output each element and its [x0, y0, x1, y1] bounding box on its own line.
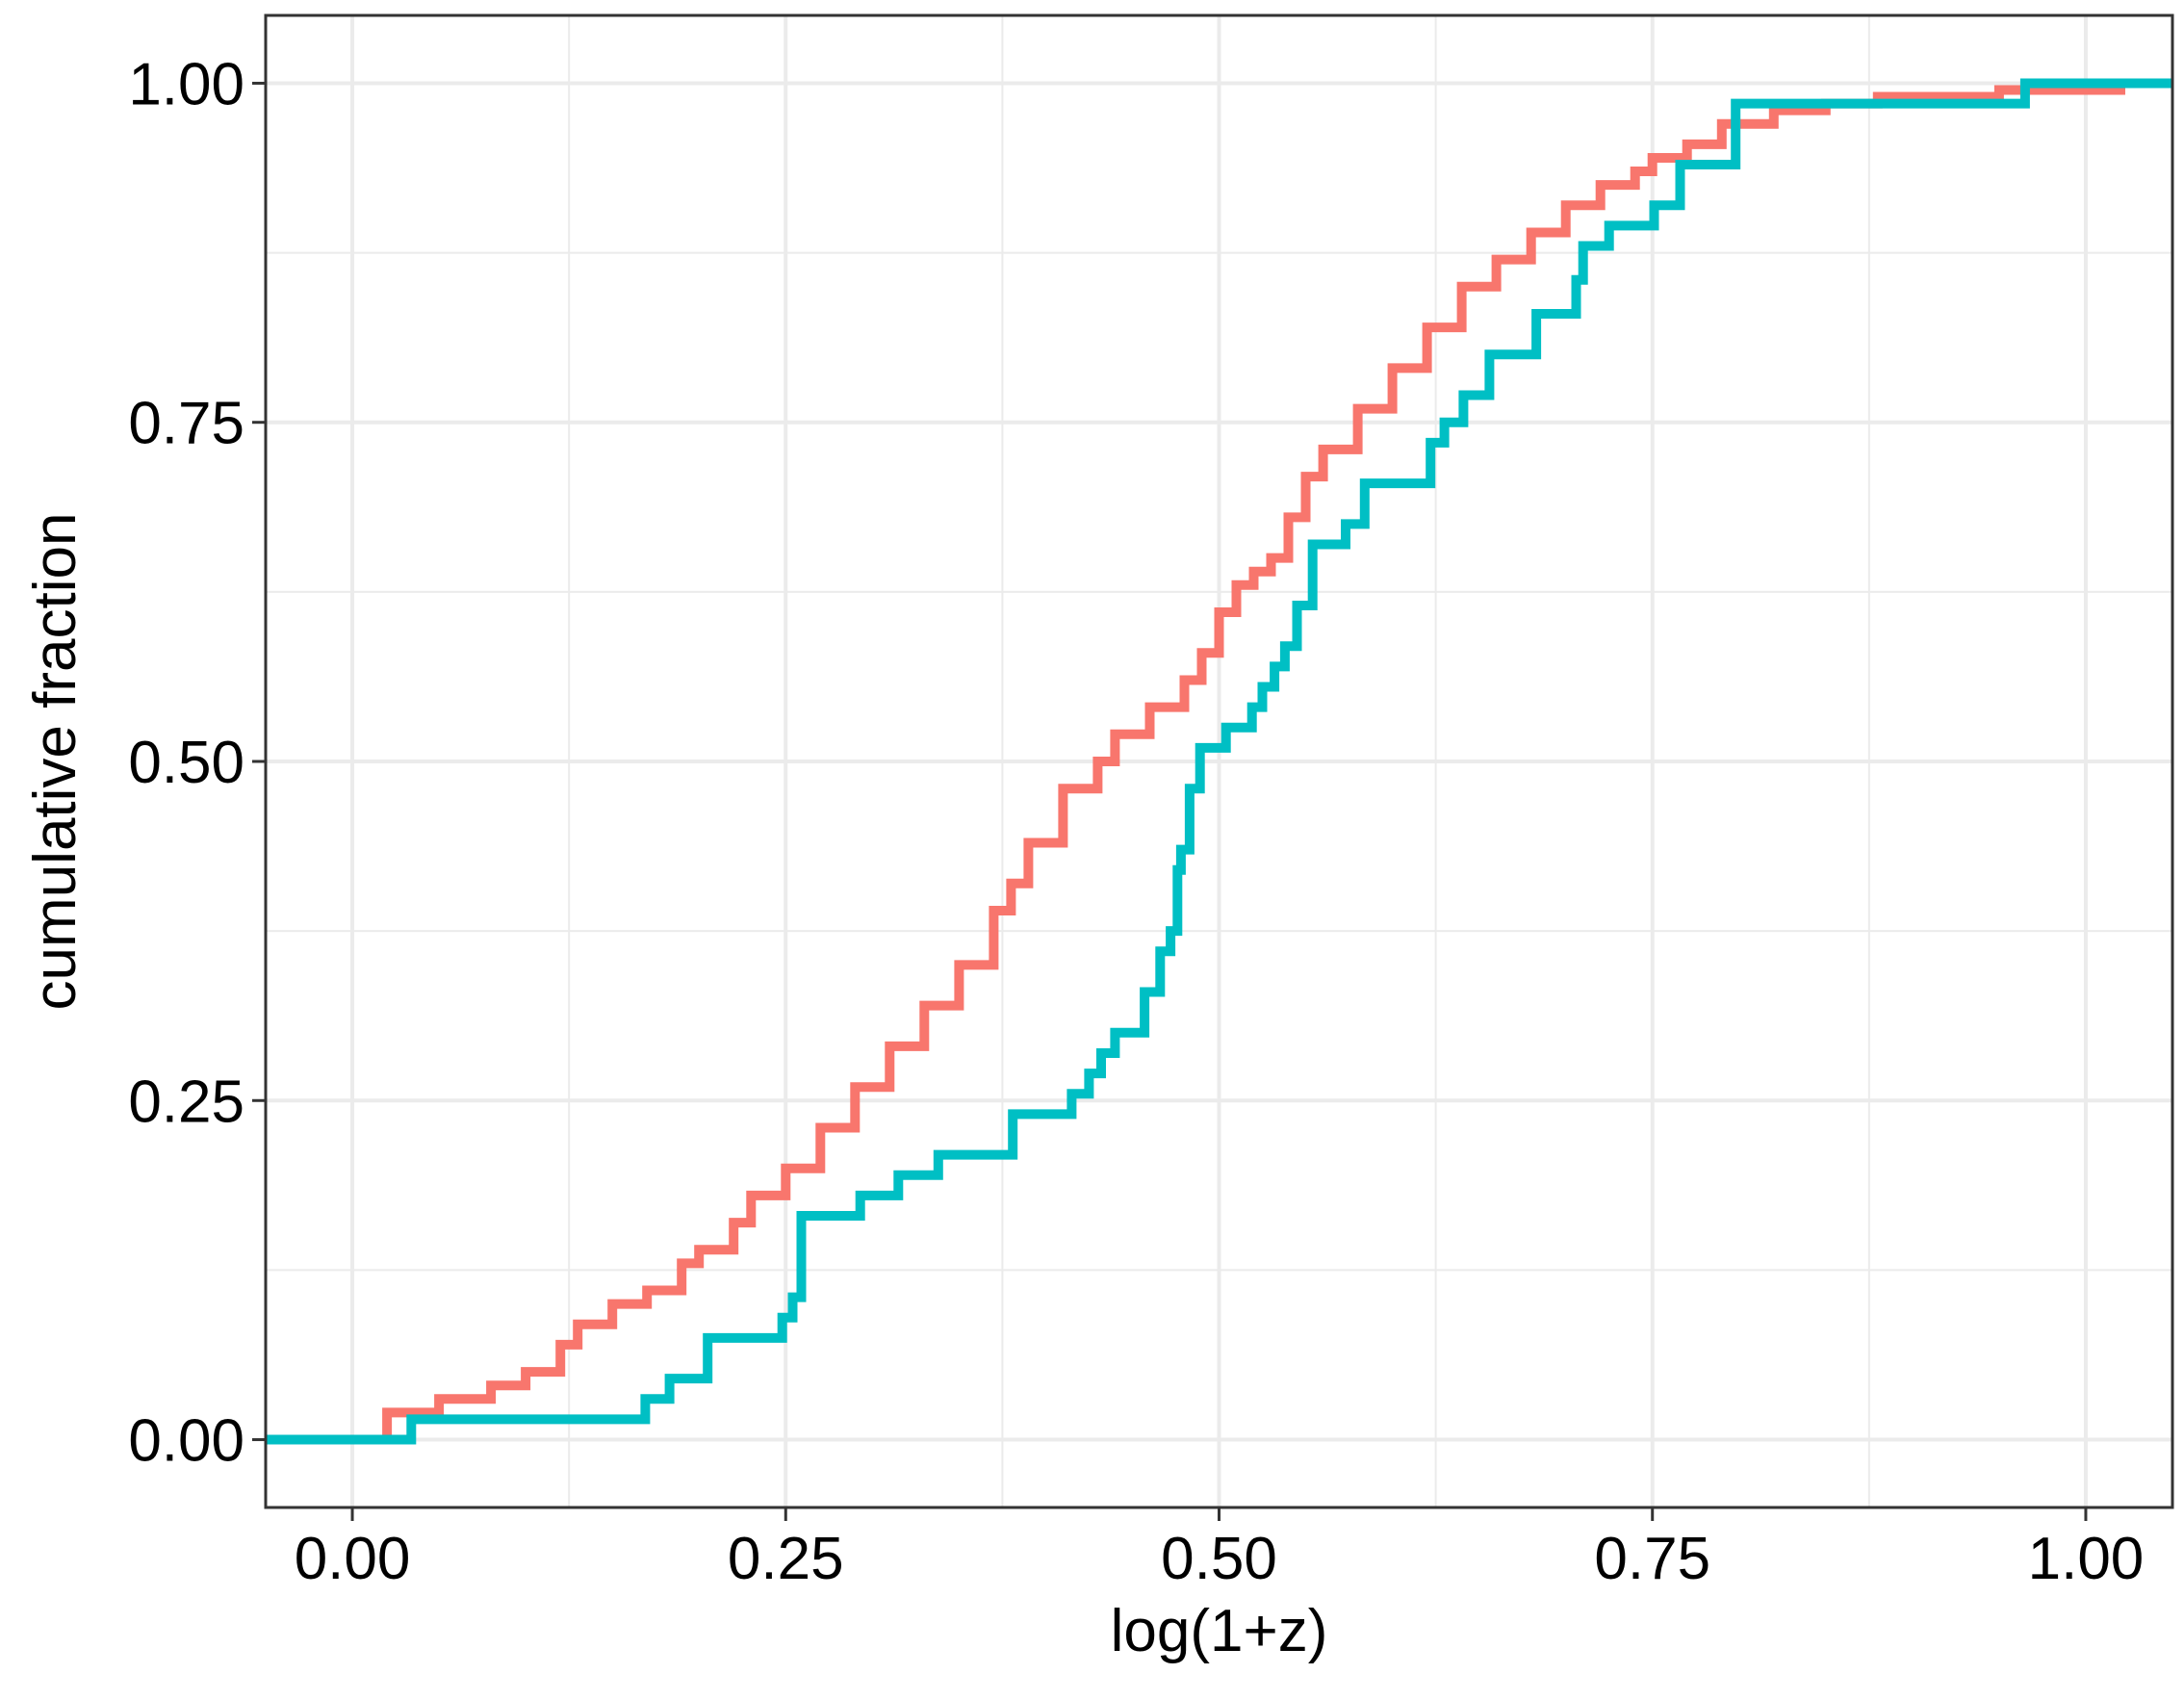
x-tick-label: 0.50 [1161, 1526, 1277, 1592]
series-line-1 [352, 83, 2125, 1445]
grid-lines [266, 15, 2172, 1507]
y-tick-label: 0.00 [128, 1408, 244, 1475]
series-lines [266, 78, 2172, 1445]
x-tick-label: 1.00 [2028, 1526, 2145, 1592]
x-tick-label: 0.00 [295, 1526, 411, 1592]
x-tick-label: 0.25 [728, 1526, 844, 1592]
y-tick-label: 0.75 [128, 391, 244, 457]
x-tick-label: 0.75 [1594, 1526, 1710, 1592]
series-line-2 [266, 78, 2172, 1445]
y-axis-title: cumulative fraction [22, 513, 89, 1011]
x-axis-title: log(1+z) [1111, 1598, 1328, 1664]
y-axis-ticks: 0.00 0.25 0.50 0.75 1.00 [128, 51, 266, 1475]
y-tick-label: 0.25 [128, 1069, 244, 1135]
y-tick-label: 1.00 [128, 51, 244, 117]
x-axis-ticks: 0.00 0.25 0.50 0.75 1.00 [295, 1507, 2145, 1592]
y-tick-label: 0.50 [128, 730, 244, 796]
